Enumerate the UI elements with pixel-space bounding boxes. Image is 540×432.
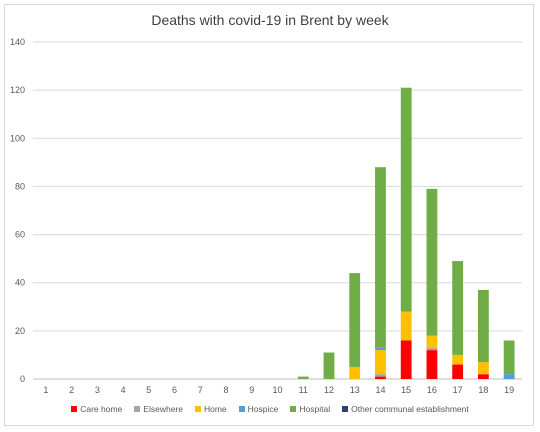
legend-label: Other communal establishment xyxy=(351,404,469,414)
y-tick-label: 120 xyxy=(10,85,25,95)
legend-item: Other communal establishment xyxy=(342,404,469,414)
bar-segment-home xyxy=(426,335,438,348)
x-tick-label: 18 xyxy=(478,385,488,395)
legend-label: Hospital xyxy=(299,404,331,414)
x-tick-label: 6 xyxy=(172,385,177,395)
bar-segment-elsewhere xyxy=(375,374,386,377)
bar-segment-home xyxy=(477,362,489,375)
bar-segment-elsewhere xyxy=(426,347,438,351)
y-tick-label: 80 xyxy=(15,181,25,191)
y-tick-label: 140 xyxy=(10,37,25,47)
y-tick-label: 40 xyxy=(15,278,25,288)
y-tick-label: 20 xyxy=(15,326,25,336)
bar-segment-hospice xyxy=(503,374,515,379)
chart-legend: Care home Elsewhere Home Hospice Hospital Oth… xyxy=(0,404,540,414)
chart-title: Deaths with covid-19 in Brent by week xyxy=(151,12,389,28)
bar-segment-hospital xyxy=(297,376,309,379)
bar-segment-home xyxy=(349,366,361,379)
bar-segment-home xyxy=(375,350,386,375)
bar-segment-hospital xyxy=(452,261,464,355)
legend-swatch xyxy=(342,406,349,412)
x-tick-label: 4 xyxy=(121,385,126,395)
y-tick-label: 60 xyxy=(15,230,25,240)
legend-label: Hospice xyxy=(247,404,279,414)
bar-segment-home xyxy=(400,311,412,341)
legend-item: Elsewhere xyxy=(134,404,183,414)
y-tick-label: 0 xyxy=(20,374,25,384)
legend-label: Care home xyxy=(80,404,123,414)
legend-item: Hospice xyxy=(238,404,279,414)
chart-frame xyxy=(4,4,534,426)
x-tick-label: 5 xyxy=(146,385,151,395)
legend-item: Home xyxy=(194,404,227,414)
bar-segment-hospital xyxy=(375,167,386,348)
x-tick-label: 13 xyxy=(350,385,360,395)
x-tick-label: 3 xyxy=(95,385,100,395)
x-tick-label: 10 xyxy=(272,385,282,395)
bar-segment-hospital xyxy=(503,340,515,375)
y-tick-label: 100 xyxy=(10,133,25,143)
bar-segment-hospice xyxy=(375,347,386,351)
x-tick-label: 9 xyxy=(249,385,254,395)
bar-segment-hospital xyxy=(477,289,489,363)
x-tick-label: 11 xyxy=(299,385,308,395)
x-tick-label: 15 xyxy=(401,385,411,395)
legend-item: Care home xyxy=(71,404,122,414)
bar-segment-hospital xyxy=(323,352,335,379)
bar-segment-hospital xyxy=(349,273,361,367)
x-tick-label: 1 xyxy=(43,385,48,395)
legend-swatch xyxy=(238,406,245,412)
legend-swatch xyxy=(194,406,201,412)
x-tick-label: 8 xyxy=(224,385,229,395)
legend-item: Hospital xyxy=(290,404,330,414)
legend-swatch xyxy=(134,406,141,412)
x-tick-label: 7 xyxy=(198,385,203,395)
bar-segment-care-home xyxy=(477,374,489,379)
x-tick-label: 2 xyxy=(69,385,74,395)
x-tick-label: 12 xyxy=(324,385,334,395)
legend-swatch xyxy=(71,406,78,412)
bar-segment-hospital xyxy=(400,87,412,312)
x-tick-label: 14 xyxy=(375,385,385,395)
bar-segment-care-home xyxy=(400,340,412,379)
bar-segment-care-home xyxy=(375,376,386,379)
legend-label: Elsewhere xyxy=(143,404,183,414)
bar-segment-care-home xyxy=(426,350,438,379)
bar-segment-home xyxy=(452,354,464,365)
bar-segment-care-home xyxy=(452,364,464,379)
x-tick-label: 19 xyxy=(504,385,514,395)
x-tick-label: 17 xyxy=(453,385,463,395)
legend-label: Home xyxy=(203,404,227,414)
x-tick-label: 16 xyxy=(427,385,437,395)
bar-segment-hospital xyxy=(426,188,438,336)
legend-swatch xyxy=(290,406,297,412)
